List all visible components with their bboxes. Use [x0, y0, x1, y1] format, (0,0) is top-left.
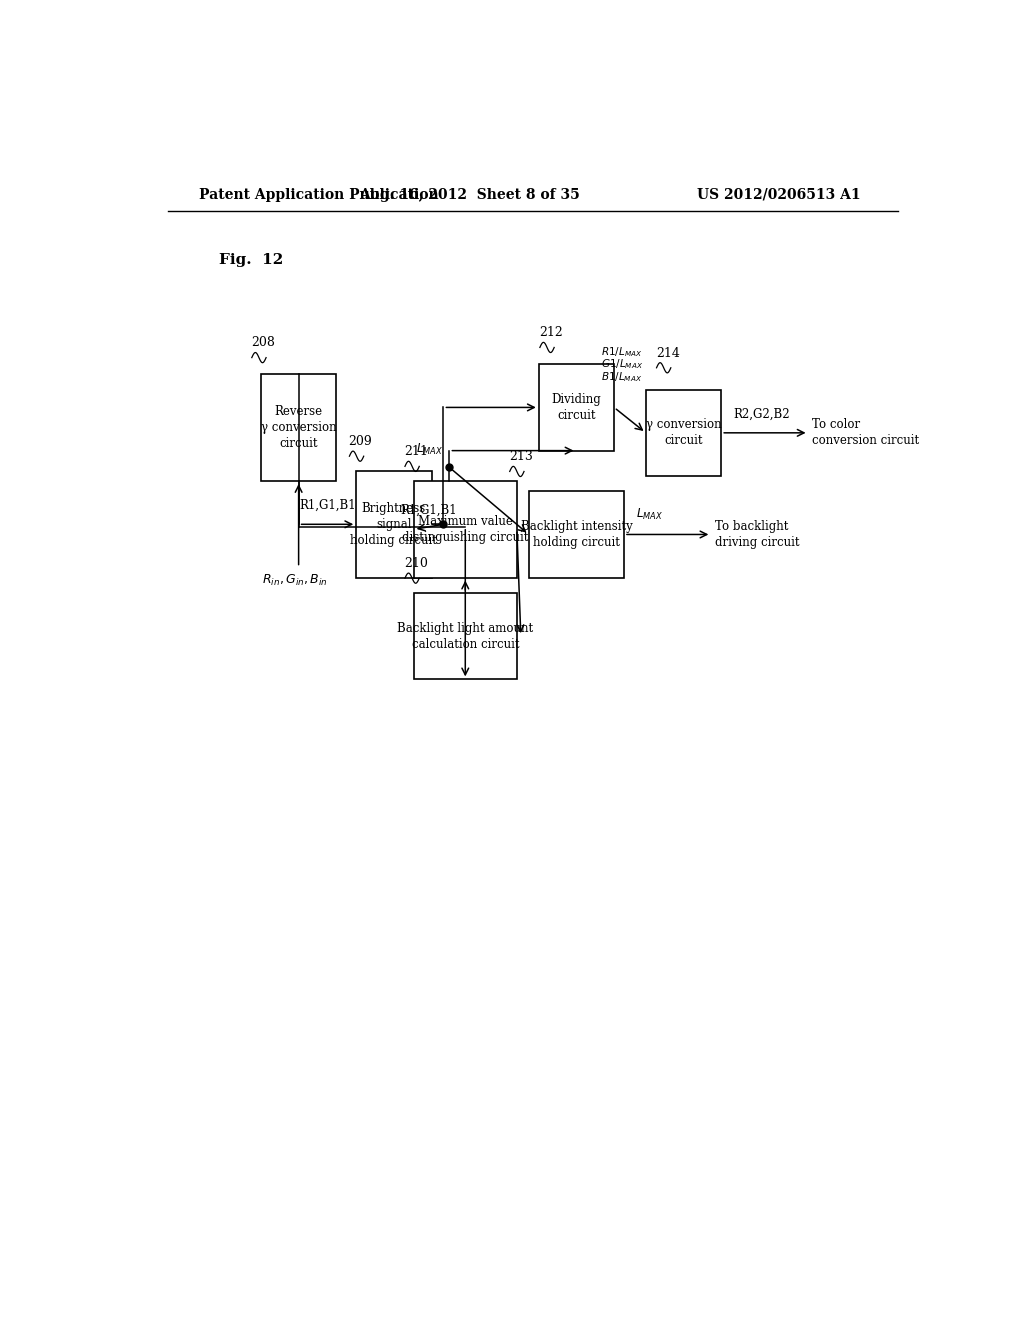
Text: R1,G1,B1: R1,G1,B1 [299, 499, 355, 512]
Text: US 2012/0206513 A1: US 2012/0206513 A1 [697, 187, 860, 202]
Text: Maximum value
distinguishing circuit: Maximum value distinguishing circuit [402, 515, 528, 544]
Bar [414, 480, 517, 578]
Text: 214: 214 [655, 347, 680, 359]
Text: $L_{MAX}$: $L_{MAX}$ [636, 507, 663, 523]
Text: R1,G1,B1: R1,G1,B1 [400, 504, 457, 517]
Text: To color
conversion circuit: To color conversion circuit [812, 418, 920, 447]
Text: 208: 208 [251, 337, 274, 350]
Text: To backlight
driving circuit: To backlight driving circuit [715, 520, 800, 549]
Text: 209: 209 [348, 436, 373, 447]
Text: 213: 213 [509, 450, 532, 463]
Text: Fig.  12: Fig. 12 [219, 253, 284, 267]
Text: 212: 212 [539, 326, 563, 339]
Text: Backlight light amount
calculation circuit: Backlight light amount calculation circu… [397, 622, 534, 651]
Bar [646, 389, 721, 477]
Text: $G1/L_{MAX}$: $G1/L_{MAX}$ [601, 358, 643, 371]
Text: $R1/L_{MAX}$: $R1/L_{MAX}$ [601, 346, 643, 359]
Text: Reverse
γ conversion
circuit: Reverse γ conversion circuit [261, 405, 337, 450]
Text: 211: 211 [404, 445, 428, 458]
Text: $B1/L_{MAX}$: $B1/L_{MAX}$ [601, 370, 643, 384]
Text: Brightness
signal
holding circuit: Brightness signal holding circuit [350, 502, 437, 546]
Text: Backlight intensity
holding circuit: Backlight intensity holding circuit [520, 520, 632, 549]
Text: $R_{in},G_{in},B_{in}$: $R_{in},G_{in},B_{in}$ [262, 573, 328, 587]
Text: Dividing
circuit: Dividing circuit [552, 393, 601, 422]
Bar [528, 491, 624, 578]
Bar [356, 471, 431, 578]
Text: Patent Application Publication: Patent Application Publication [200, 187, 439, 202]
Bar [261, 375, 336, 480]
Text: $L_{MAX}$: $L_{MAX}$ [416, 442, 443, 457]
Text: Aug. 16, 2012  Sheet 8 of 35: Aug. 16, 2012 Sheet 8 of 35 [358, 187, 580, 202]
Bar [414, 593, 517, 680]
Text: 210: 210 [404, 557, 428, 570]
Bar [539, 364, 614, 450]
Text: γ conversion
circuit: γ conversion circuit [646, 418, 721, 447]
Text: R2,G2,B2: R2,G2,B2 [733, 408, 790, 421]
